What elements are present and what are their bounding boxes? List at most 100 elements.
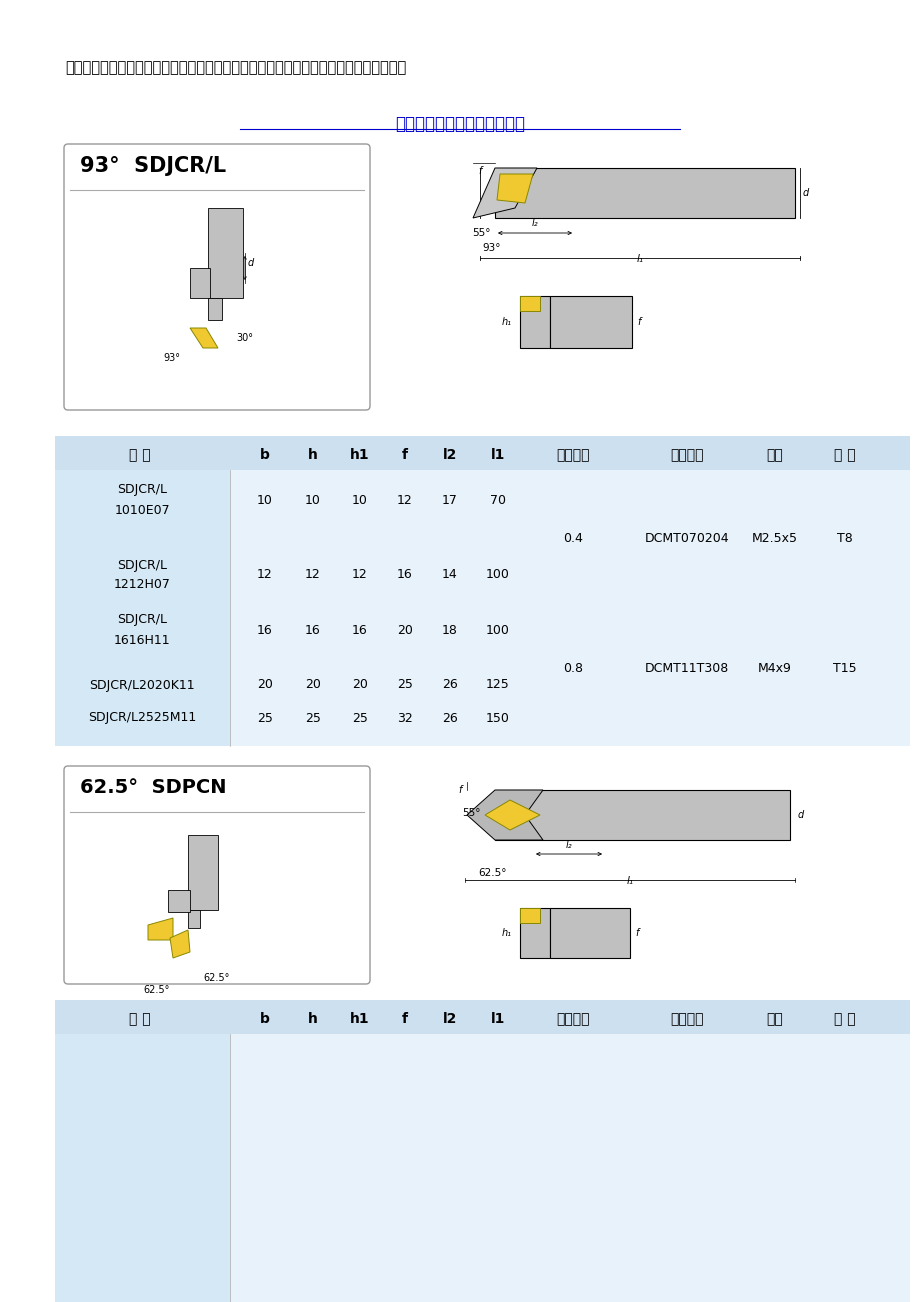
Text: M4x9: M4x9: [757, 661, 791, 674]
Bar: [550, 296, 631, 348]
Text: 可转位精密车刀是车削工具系统中主要部件，规格、品种较多的产品之一，精密级产品！: 可转位精密车刀是车削工具系统中主要部件，规格、品种较多的产品之一，精密级产品！: [65, 60, 406, 76]
Text: 62.5°: 62.5°: [478, 868, 506, 878]
Text: 25: 25: [256, 711, 273, 724]
Text: 12: 12: [352, 569, 368, 582]
Text: 150: 150: [485, 711, 509, 724]
Text: 125: 125: [485, 678, 509, 691]
Bar: [55, 436, 909, 470]
Bar: [494, 790, 789, 840]
Text: DCMT11T308: DCMT11T308: [644, 661, 729, 674]
Polygon shape: [472, 168, 537, 217]
Text: h1: h1: [350, 1012, 369, 1026]
Text: h: h: [308, 448, 318, 462]
Bar: [55, 470, 230, 746]
Text: T15: T15: [833, 661, 856, 674]
Text: 16: 16: [352, 624, 368, 637]
Text: d: d: [802, 187, 809, 198]
Text: 20: 20: [256, 678, 273, 691]
Text: SDJCR/L: SDJCR/L: [117, 559, 167, 572]
Bar: [519, 296, 539, 311]
Text: 62.5°: 62.5°: [142, 986, 169, 995]
Text: 25: 25: [352, 711, 368, 724]
Text: 螺钉: 螺钉: [766, 448, 782, 462]
Bar: [55, 1034, 230, 1302]
Text: d: d: [797, 810, 803, 820]
Text: l2: l2: [442, 1012, 457, 1026]
Polygon shape: [467, 790, 542, 840]
Text: l₂: l₂: [565, 840, 572, 850]
Text: 20: 20: [305, 678, 321, 691]
Text: 16: 16: [256, 624, 273, 637]
Text: 螺钉: 螺钉: [766, 1012, 782, 1026]
Text: l₁: l₁: [636, 254, 642, 264]
Text: 62.5°  SDPCN: 62.5° SDPCN: [80, 779, 226, 797]
Text: 18: 18: [442, 624, 458, 637]
Text: 1616H11: 1616H11: [114, 634, 170, 647]
Bar: [519, 296, 550, 348]
Polygon shape: [190, 328, 218, 348]
Bar: [519, 907, 539, 923]
FancyBboxPatch shape: [64, 766, 369, 984]
Text: 扳 手: 扳 手: [834, 448, 855, 462]
Text: f: f: [636, 316, 640, 327]
Text: SDJCR/L: SDJCR/L: [117, 483, 167, 496]
Text: 10: 10: [305, 493, 321, 506]
Text: l₂: l₂: [531, 217, 538, 228]
Text: 10: 10: [256, 493, 273, 506]
Text: b: b: [260, 1012, 269, 1026]
Text: h₁: h₁: [502, 316, 512, 327]
Text: 型 号: 型 号: [129, 448, 151, 462]
Text: 30°: 30°: [236, 333, 253, 342]
Text: 17: 17: [442, 493, 458, 506]
Bar: [55, 1000, 909, 1034]
Bar: [55, 1034, 909, 1302]
Text: l2: l2: [442, 448, 457, 462]
Text: 20: 20: [397, 624, 413, 637]
Text: 14: 14: [442, 569, 458, 582]
Text: l1: l1: [490, 1012, 505, 1026]
Text: 配用刀片: 配用刀片: [670, 448, 703, 462]
Text: 100: 100: [485, 624, 509, 637]
Text: 62.5°: 62.5°: [203, 973, 229, 983]
Text: 扳 手: 扳 手: [834, 1012, 855, 1026]
Text: h₁: h₁: [502, 928, 512, 937]
Text: 型 号: 型 号: [129, 1012, 151, 1026]
Text: 25: 25: [305, 711, 321, 724]
Polygon shape: [496, 174, 532, 203]
Text: 1212H07: 1212H07: [113, 578, 170, 591]
Text: h: h: [308, 1012, 318, 1026]
Text: 20: 20: [352, 678, 368, 691]
Bar: [208, 208, 243, 298]
Text: 12: 12: [256, 569, 273, 582]
Bar: [187, 910, 199, 928]
Bar: [168, 891, 190, 911]
Text: f: f: [402, 448, 407, 462]
Text: T8: T8: [836, 531, 852, 544]
Text: l1: l1: [490, 448, 505, 462]
Text: b: b: [260, 448, 269, 462]
Text: f: f: [634, 928, 638, 937]
Text: 配用刀片: 配用刀片: [670, 1012, 703, 1026]
Bar: [208, 298, 221, 320]
Text: 32: 32: [397, 711, 413, 724]
Text: 55°: 55°: [471, 228, 490, 238]
Text: M2.5x5: M2.5x5: [751, 531, 797, 544]
Text: SDJCR/L2525M11: SDJCR/L2525M11: [88, 711, 196, 724]
Text: l₁: l₁: [626, 876, 633, 885]
Text: 93°: 93°: [163, 353, 180, 363]
Bar: [55, 436, 909, 746]
Text: DCMT070204: DCMT070204: [644, 531, 729, 544]
Text: 55°: 55°: [461, 809, 480, 818]
Text: f: f: [458, 785, 460, 796]
Polygon shape: [170, 930, 190, 958]
Text: 刀尖半径: 刀尖半径: [556, 1012, 589, 1026]
Polygon shape: [484, 799, 539, 829]
Text: 26: 26: [442, 711, 458, 724]
Text: 12: 12: [397, 493, 413, 506]
Text: SDJCR/L: SDJCR/L: [117, 613, 167, 626]
Text: 100: 100: [485, 569, 509, 582]
Polygon shape: [148, 918, 173, 940]
Text: 0.4: 0.4: [562, 531, 583, 544]
Text: f: f: [478, 165, 482, 176]
Bar: [550, 907, 630, 958]
